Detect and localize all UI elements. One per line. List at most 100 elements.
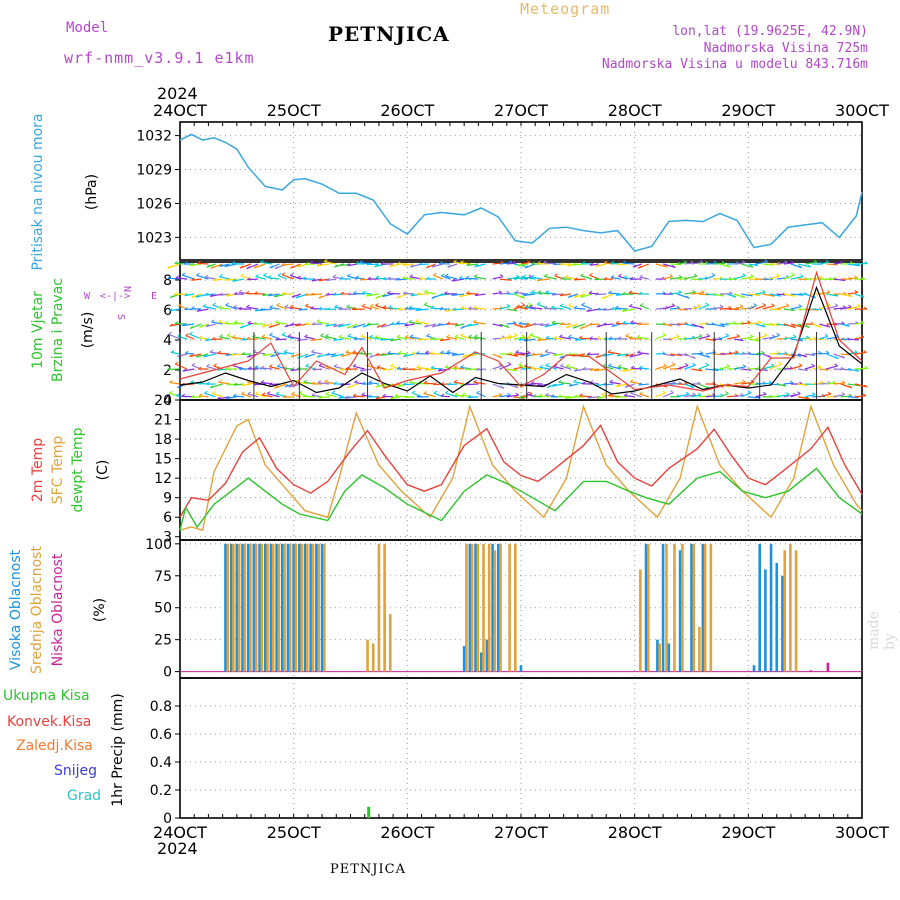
wind-arrow-head: [706, 333, 711, 337]
wind-arrow-head: [224, 321, 229, 324]
wind-arrow: [574, 278, 585, 281]
wind-arrow: [312, 368, 323, 371]
precip-legend-1: Konvek.Kisa: [7, 714, 91, 730]
wind-arrow: [783, 308, 795, 312]
wind-arrow: [523, 338, 536, 342]
wind-arrow: [167, 263, 181, 269]
wind-arrow-head: [498, 363, 503, 367]
wind-arrow-head: [523, 274, 527, 278]
wind-arrow-head: [191, 306, 195, 310]
time-tick-label-bottom: 27OCT: [494, 823, 548, 842]
wind-arrow-head: [355, 261, 359, 265]
wind-arrow: [610, 276, 621, 280]
wind-arrow-head: [199, 324, 203, 328]
wind-arrow-head: [792, 325, 796, 328]
wind-arrow-head: [579, 393, 583, 397]
y-tick-label: 1026: [136, 196, 172, 212]
wind-arrow: [213, 278, 223, 282]
wind-arrow-head: [608, 336, 613, 340]
wind-arrow-head: [664, 264, 668, 268]
wind-arrow: [805, 261, 818, 265]
wind-arrow-head: [339, 276, 344, 280]
wind-arrow-head: [390, 321, 395, 325]
wind-arrow-head: [366, 293, 370, 297]
wind-arrow: [419, 263, 429, 266]
wind-arrow: [515, 351, 529, 355]
wind-arrow-head: [416, 291, 421, 295]
wind-arrow: [468, 336, 479, 340]
wind-arrow: [769, 334, 780, 340]
wind-arrow: [247, 393, 259, 398]
wind-arrow-head: [430, 305, 435, 309]
cloud-bar: [300, 543, 303, 672]
wind-arrow-head: [841, 321, 845, 325]
precip-bar: [367, 806, 371, 818]
wind-arrow-head: [338, 306, 342, 310]
wind-arrow-head: [369, 334, 373, 338]
wind-arrow-head: [629, 379, 634, 383]
wind-arrow: [317, 382, 330, 385]
wind-arrow: [506, 322, 517, 325]
wind-arrow-head: [610, 306, 615, 310]
wind-arrow-head: [595, 264, 599, 267]
wind-arrow: [639, 393, 650, 398]
wind-arrow-head: [418, 262, 423, 266]
wind-arrow: [224, 263, 237, 268]
y-tick-label: 100: [145, 537, 172, 553]
wind-arrow-head: [290, 272, 294, 276]
wind-arrow: [602, 353, 614, 357]
wind-arrow-head: [227, 332, 231, 336]
cloud-unit-label: (%): [92, 598, 108, 622]
y-tick-label: 2: [163, 363, 172, 379]
y-tick-label: 4: [163, 333, 172, 349]
wind-arrow-head: [281, 262, 285, 266]
wind-arrow: [615, 383, 628, 388]
wind-arrow: [233, 383, 245, 386]
wind-arrow-head: [167, 275, 172, 279]
wind-arrow-head: [639, 274, 644, 278]
wind-arrow: [854, 336, 864, 340]
cloud-bar: [254, 543, 258, 672]
wind-arrow: [465, 368, 479, 371]
cloud-bar: [775, 563, 779, 672]
wind-arrow-head: [615, 305, 619, 309]
wind-arrow-head: [588, 290, 593, 294]
wind-arrow: [776, 393, 790, 398]
wind-arrow: [423, 392, 436, 398]
wind-arrow-head: [382, 393, 386, 397]
wind-arrow: [551, 383, 564, 387]
wind-arrow: [426, 368, 436, 371]
wind-arrow-head: [582, 381, 586, 385]
wind-arrow-head: [402, 275, 406, 279]
lonlat-label: lon,lat (19.9625E, 42.9N): [672, 24, 868, 39]
wind-arrow: [277, 274, 287, 280]
wind-arrow-head: [212, 302, 217, 306]
wind-arrow-head: [169, 380, 173, 383]
wind-arrow-head: [213, 278, 217, 281]
wind-arrow-head: [390, 338, 395, 342]
wind-arrow: [196, 308, 209, 312]
wind-arrow-head: [559, 293, 564, 297]
wind-arrow-head: [531, 352, 535, 356]
wind-arrow-head: [705, 302, 710, 306]
wind-arrow: [580, 293, 593, 298]
wind-arrow: [733, 306, 744, 310]
wind-arrow: [819, 368, 829, 371]
wind-arrow-head: [189, 331, 193, 335]
cloud-bar: [809, 670, 813, 672]
wind-arrow: [551, 307, 564, 310]
wind-arrow-head: [189, 262, 193, 266]
time-tick-label-bottom: 24OCT: [153, 823, 207, 842]
wind-arrow: [506, 368, 517, 372]
cloud-bar: [673, 543, 676, 672]
wind-arrow: [460, 334, 472, 340]
wind-arrow: [466, 383, 479, 386]
wind-arrow: [492, 275, 504, 280]
wind-arrow-head: [518, 321, 523, 325]
wind-arrow: [572, 323, 586, 329]
wind-arrow: [331, 353, 344, 358]
wind-arrow: [677, 261, 687, 265]
wind-arrow-head: [594, 292, 599, 296]
y-tick-label: 1029: [136, 163, 172, 179]
wind-arrow: [741, 368, 752, 371]
